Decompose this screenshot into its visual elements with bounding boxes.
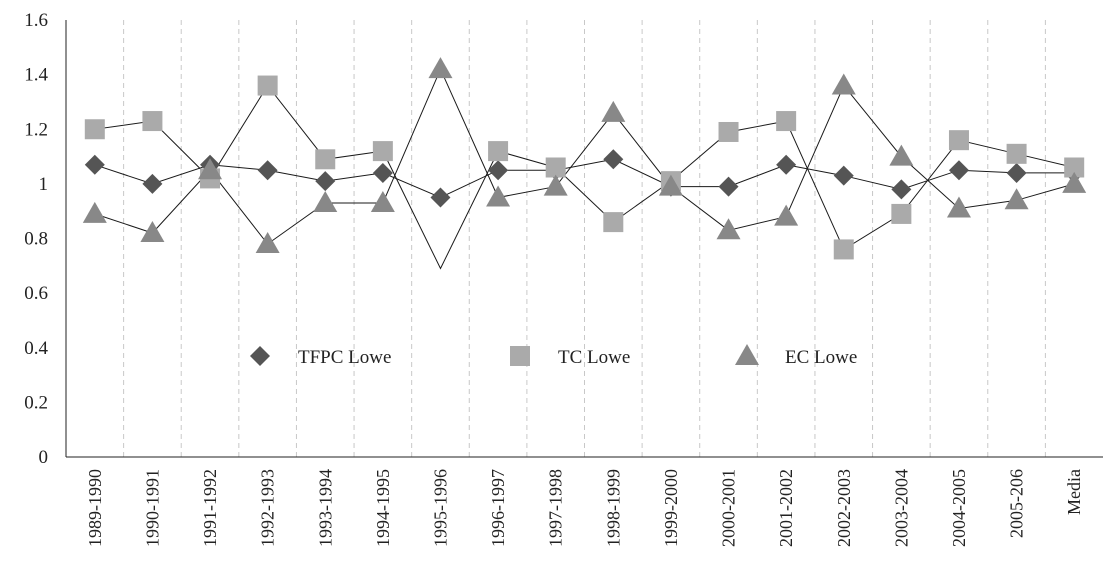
data-point bbox=[948, 130, 969, 151]
data-point bbox=[313, 190, 338, 212]
data-point bbox=[255, 231, 280, 253]
data-point bbox=[833, 239, 854, 260]
data-point bbox=[1006, 162, 1027, 183]
y-tick-label: 1.6 bbox=[24, 10, 48, 31]
x-tick-label: 2001-2002 bbox=[776, 469, 796, 547]
x-tick-label: 2003-2004 bbox=[891, 469, 911, 547]
data-point bbox=[488, 160, 509, 181]
axes bbox=[65, 20, 1103, 458]
data-point bbox=[658, 174, 683, 196]
data-point bbox=[84, 119, 105, 140]
data-point bbox=[776, 111, 797, 132]
data-point bbox=[891, 203, 912, 224]
data-point bbox=[486, 185, 511, 207]
data-point bbox=[774, 204, 799, 226]
legend: TFPC Lowe TC Lowe EC Lowe bbox=[250, 344, 857, 368]
series-markers bbox=[82, 57, 1087, 260]
x-tick-label: 1994-1995 bbox=[373, 469, 393, 547]
data-point bbox=[946, 196, 971, 218]
data-point bbox=[1064, 157, 1085, 178]
data-point bbox=[718, 176, 739, 197]
data-point bbox=[948, 160, 969, 181]
data-point bbox=[1006, 143, 1027, 164]
x-tick-label: 1990-1991 bbox=[142, 469, 162, 547]
data-point bbox=[889, 144, 914, 166]
data-point bbox=[140, 221, 165, 243]
x-tick-label: 1998-1999 bbox=[603, 469, 623, 547]
y-tick-label: 0.2 bbox=[24, 392, 48, 413]
legend-label: TC Lowe bbox=[558, 347, 630, 368]
series-line bbox=[94, 84, 1075, 270]
data-point bbox=[603, 212, 624, 233]
x-tick-label: 1995-1996 bbox=[430, 469, 450, 547]
y-tick-label: 0 bbox=[39, 447, 49, 468]
legend-marker bbox=[735, 344, 759, 365]
x-tick-labels: 1989-1990 1990-1991 1991-1992 1992-1993 1993… bbox=[85, 469, 1084, 547]
data-point bbox=[545, 157, 566, 178]
x-tick-label: 1993-1994 bbox=[315, 469, 335, 547]
data-point bbox=[142, 173, 163, 194]
y-tick-labels: 0 0.2 0.4 0.6 0.8 1 1.2 1.4 1.6 bbox=[24, 10, 48, 468]
legend-label: TFPC Lowe bbox=[298, 347, 391, 368]
x-tick-label: 1991-1992 bbox=[200, 469, 220, 547]
y-tick-label: 1.4 bbox=[24, 65, 48, 86]
x-tick-label: 1989-1990 bbox=[85, 469, 105, 547]
data-point bbox=[372, 141, 393, 162]
x-tick-label: 2005-206 bbox=[1007, 469, 1027, 538]
data-point bbox=[257, 75, 278, 96]
data-point bbox=[833, 165, 854, 186]
data-point bbox=[1004, 188, 1029, 210]
legend-marker bbox=[250, 346, 270, 366]
y-tick-label: 0.4 bbox=[24, 338, 48, 359]
x-tick-label: 2004-2005 bbox=[949, 469, 969, 547]
data-point bbox=[82, 201, 107, 223]
data-point bbox=[891, 179, 912, 200]
data-point bbox=[601, 100, 626, 122]
x-tick-label: 1992-1993 bbox=[258, 469, 278, 547]
data-point bbox=[1062, 171, 1087, 193]
series-line bbox=[94, 158, 1075, 199]
y-tick-label: 0.8 bbox=[24, 229, 48, 250]
y-tick-label: 1 bbox=[39, 174, 49, 195]
legend-label: EC Lowe bbox=[785, 347, 857, 368]
x-tick-label: 1997-1998 bbox=[546, 469, 566, 547]
x-tick-label: 1996-1997 bbox=[488, 469, 508, 547]
data-point bbox=[716, 218, 741, 240]
data-point bbox=[831, 73, 856, 95]
x-tick-label: 2002-2003 bbox=[834, 469, 854, 547]
data-point bbox=[718, 121, 739, 142]
legend-marker bbox=[510, 346, 530, 366]
x-tick-label: Media bbox=[1064, 469, 1084, 515]
y-tick-label: 1.2 bbox=[24, 119, 48, 140]
data-point bbox=[603, 149, 624, 170]
data-point bbox=[776, 154, 797, 175]
data-point bbox=[372, 162, 393, 183]
data-point bbox=[198, 158, 223, 180]
vertical-gridlines bbox=[123, 20, 1046, 457]
data-point bbox=[257, 160, 278, 181]
y-tick-label: 0.6 bbox=[24, 283, 48, 304]
data-point bbox=[488, 141, 509, 162]
data-point bbox=[315, 149, 336, 170]
data-point bbox=[315, 171, 336, 192]
data-point bbox=[142, 111, 163, 132]
x-tick-label: 2000-2001 bbox=[719, 469, 739, 547]
data-point bbox=[543, 174, 568, 196]
data-point bbox=[84, 154, 105, 175]
data-point bbox=[428, 57, 453, 79]
data-point bbox=[370, 190, 395, 212]
x-tick-label: 1999-2000 bbox=[661, 469, 681, 547]
data-point bbox=[430, 187, 451, 208]
